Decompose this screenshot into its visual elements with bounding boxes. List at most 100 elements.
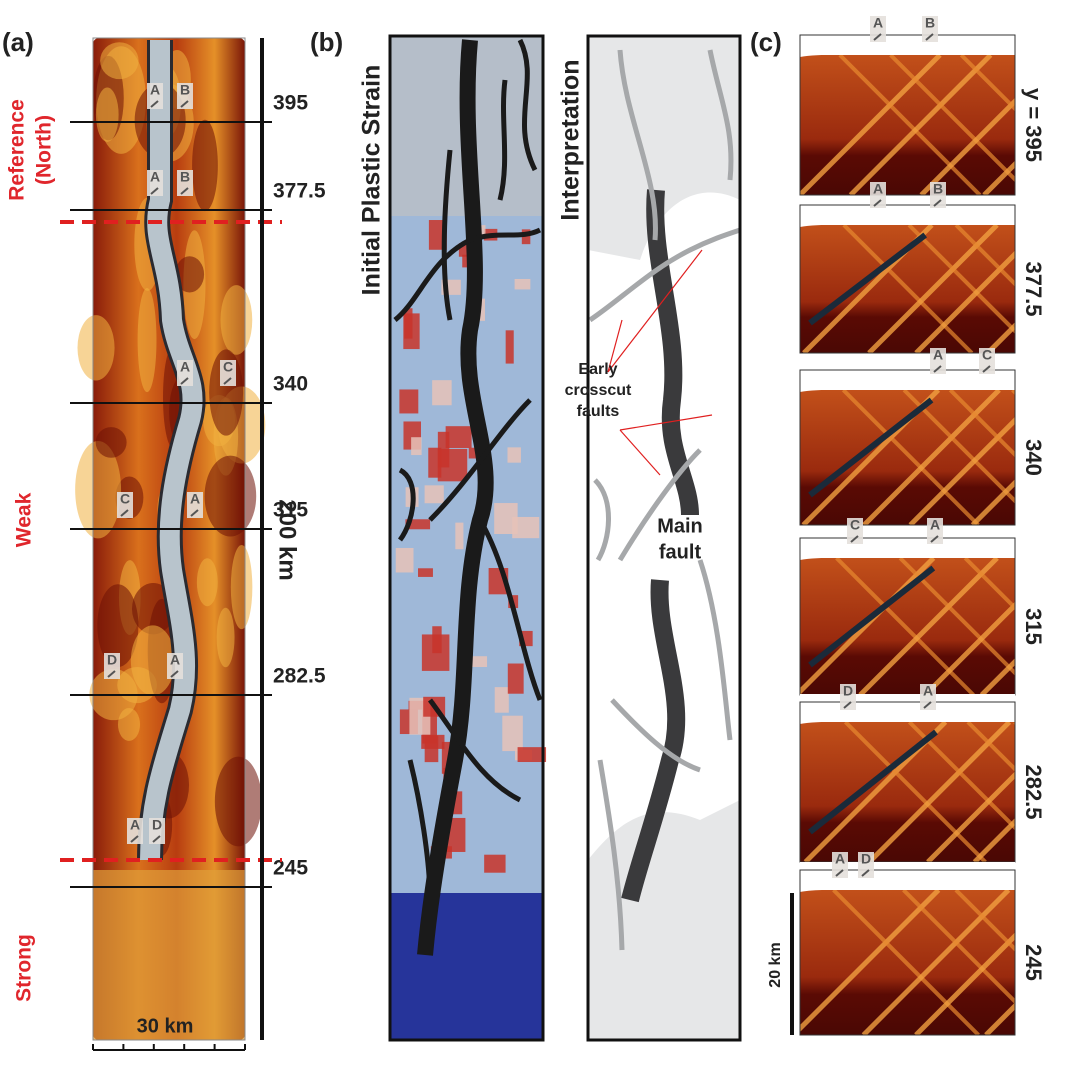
section-field [800, 390, 1015, 525]
section-frame [799, 369, 1016, 526]
marker-slash [152, 835, 161, 843]
marker-box [870, 16, 886, 42]
label: (b) [310, 27, 343, 57]
shear-band [844, 722, 987, 862]
label: 282.5 [1021, 764, 1046, 819]
section-content [800, 890, 1015, 1035]
strain-blob [117, 707, 141, 741]
strain-blob [204, 455, 257, 537]
label: D [861, 851, 871, 867]
shear-band [858, 558, 999, 695]
label: y = 395 [1021, 88, 1046, 162]
label: (North) [33, 115, 56, 185]
minor-fault [428, 398, 532, 522]
strain-patch [514, 278, 531, 290]
label: fault [659, 541, 702, 563]
label: 200 km [274, 499, 301, 580]
section-frame [799, 204, 1016, 354]
section-field [800, 722, 1015, 862]
label: 340 [1021, 439, 1046, 476]
shear-band [970, 479, 1015, 525]
label: A [933, 347, 943, 363]
marker-slash [930, 535, 939, 543]
marker-slash [982, 365, 991, 373]
shear-band [954, 225, 1015, 287]
label: Reference [6, 99, 29, 201]
label: A [835, 851, 845, 867]
section-frame [799, 869, 1016, 1036]
shear-band [966, 722, 1015, 772]
shear-band [959, 55, 1015, 112]
minor-fault [497, 79, 508, 201]
marker-box [832, 852, 848, 878]
shear-band [908, 416, 1015, 525]
strain-blob [216, 607, 235, 668]
shear-band [907, 722, 1015, 831]
main-fault [808, 232, 928, 326]
marker-slash [923, 701, 932, 709]
strain-patch [399, 389, 419, 414]
strain-patch [421, 734, 445, 749]
shear-band [841, 390, 980, 525]
label: A [180, 359, 190, 375]
label: A [190, 491, 200, 507]
marker-slash [223, 377, 232, 385]
main-fault [808, 397, 934, 498]
marker-box [187, 492, 203, 518]
shear-band [914, 932, 1015, 1035]
shear-band [923, 601, 1015, 695]
label: D [107, 652, 117, 668]
strain-blob [77, 315, 115, 381]
strain-patch [502, 715, 523, 752]
marker-box [847, 518, 863, 544]
minor-fault [393, 227, 542, 322]
minor-fault [593, 478, 611, 562]
marker-box [177, 170, 193, 196]
shear-band [984, 1002, 1015, 1035]
minor-fault [617, 49, 658, 241]
strain-patch [405, 519, 431, 530]
marker-box [177, 83, 193, 109]
label: A [873, 15, 883, 31]
shear-band [902, 390, 1015, 504]
label: 30 km [137, 1015, 194, 1037]
section-content [800, 225, 1015, 353]
strain-patch [494, 687, 509, 713]
topography [800, 27, 1015, 57]
shear-band [832, 890, 980, 1035]
map-frame [92, 37, 246, 1041]
marker-slash [150, 100, 159, 108]
topography [800, 694, 1015, 724]
marker-box [147, 170, 163, 196]
strain-patch [445, 426, 472, 448]
shear-band [838, 55, 982, 195]
strain-blob [100, 42, 139, 80]
callout [607, 249, 703, 373]
strain-blob [196, 558, 218, 607]
marker-slash [835, 869, 844, 877]
shear-band [861, 890, 1011, 1035]
strain-patch [404, 308, 413, 339]
strain-blob [75, 440, 122, 539]
strong-zone [93, 870, 245, 1040]
strain-patch [505, 330, 514, 364]
main-fault [808, 565, 936, 668]
strain-patch [494, 503, 518, 534]
label: Early [578, 361, 617, 378]
marker-box [147, 83, 163, 109]
label: A [150, 169, 160, 185]
minor-fault [517, 38, 538, 172]
label: Initial Plastic Strain [358, 65, 386, 296]
strain-blob [95, 427, 127, 458]
section-content [800, 390, 1015, 525]
minor-fault [441, 149, 453, 321]
strain-patch [437, 448, 468, 482]
shear-band [902, 890, 1015, 1005]
label: A [150, 82, 160, 98]
label: Main [657, 515, 703, 537]
strain-blob [137, 287, 157, 393]
strain-patch [395, 547, 414, 573]
main-fault [808, 729, 938, 835]
shear-band [919, 97, 1015, 195]
label: 377.5 [273, 180, 326, 203]
